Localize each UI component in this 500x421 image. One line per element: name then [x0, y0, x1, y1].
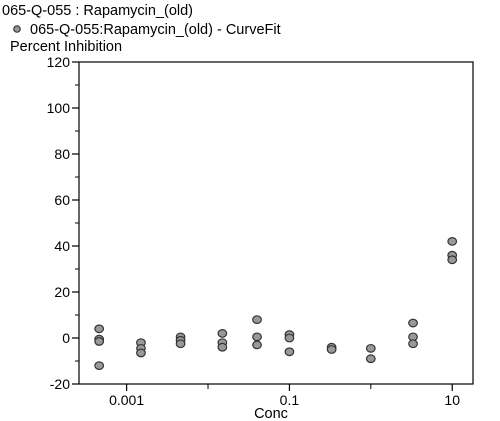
y-axis-ticks: -20 0 20 40 60 80 100 120 — [47, 54, 79, 392]
data-point — [94, 324, 105, 334]
data-points — [94, 236, 458, 371]
legend-label: 065-Q-055:Rapamycin_(old) - CurveFit — [30, 22, 281, 38]
data-point — [447, 236, 458, 246]
y-tick-label: 120 — [47, 54, 71, 70]
chart-title: 065-Q-055 : Rapamycin_(old) — [2, 3, 193, 19]
data-point — [365, 343, 376, 353]
data-point — [326, 345, 337, 354]
legend-marker — [13, 25, 21, 33]
data-point — [447, 255, 458, 265]
data-point — [94, 337, 105, 346]
data-point — [408, 339, 418, 349]
x-tick-label: 0.1 — [280, 392, 300, 408]
y-tick-label: 100 — [47, 100, 71, 116]
data-point — [284, 333, 295, 343]
y-tick-label: 20 — [54, 284, 70, 300]
y-axis-title: Percent Inhibition — [10, 39, 122, 55]
data-point — [217, 342, 228, 352]
data-point — [94, 361, 105, 371]
data-point — [217, 329, 228, 338]
y-tick-label: 40 — [54, 238, 70, 254]
y-tick-label: 80 — [54, 146, 70, 162]
y-tick-label: 60 — [54, 192, 70, 208]
x-tick-label: 10 — [444, 392, 460, 408]
x-axis-title: Conc — [254, 406, 288, 421]
data-point — [252, 340, 262, 350]
data-point — [252, 315, 262, 325]
data-point — [175, 339, 186, 349]
data-point — [408, 318, 418, 328]
y-tick-label: 0 — [62, 330, 70, 346]
y-tick-label: -20 — [50, 376, 70, 392]
data-point — [365, 354, 376, 364]
data-point — [252, 332, 262, 342]
data-point — [136, 348, 146, 358]
x-axis-ticks: 0.001 0.1 10 — [109, 384, 460, 408]
x-tick-label: 0.001 — [109, 392, 144, 408]
data-point — [284, 347, 295, 357]
